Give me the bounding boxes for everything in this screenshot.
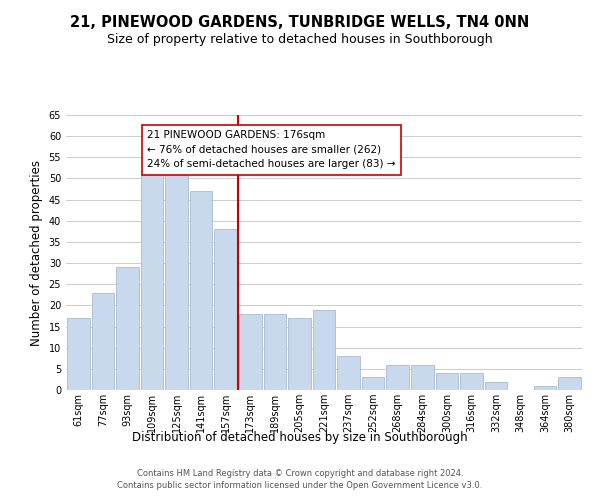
Bar <box>460 373 483 390</box>
Bar <box>67 318 89 390</box>
Bar <box>436 373 458 390</box>
Text: 21 PINEWOOD GARDENS: 176sqm
← 76% of detached houses are smaller (262)
24% of se: 21 PINEWOOD GARDENS: 176sqm ← 76% of det… <box>147 130 395 170</box>
Text: Distribution of detached houses by size in Southborough: Distribution of detached houses by size … <box>132 431 468 444</box>
Bar <box>386 364 409 390</box>
Bar <box>165 162 188 390</box>
Bar <box>92 292 114 390</box>
Bar <box>337 356 360 390</box>
Bar <box>362 378 385 390</box>
Bar <box>313 310 335 390</box>
Text: Size of property relative to detached houses in Southborough: Size of property relative to detached ho… <box>107 32 493 46</box>
Bar <box>485 382 508 390</box>
Bar <box>288 318 311 390</box>
Y-axis label: Number of detached properties: Number of detached properties <box>30 160 43 346</box>
Bar <box>116 268 139 390</box>
Bar <box>411 364 434 390</box>
Text: 21, PINEWOOD GARDENS, TUNBRIDGE WELLS, TN4 0NN: 21, PINEWOOD GARDENS, TUNBRIDGE WELLS, T… <box>70 15 530 30</box>
Bar <box>239 314 262 390</box>
Bar <box>263 314 286 390</box>
Bar <box>559 378 581 390</box>
Bar <box>140 174 163 390</box>
Bar <box>214 229 237 390</box>
Bar <box>534 386 556 390</box>
Text: Contains HM Land Registry data © Crown copyright and database right 2024.
Contai: Contains HM Land Registry data © Crown c… <box>118 468 482 490</box>
Bar <box>190 191 212 390</box>
